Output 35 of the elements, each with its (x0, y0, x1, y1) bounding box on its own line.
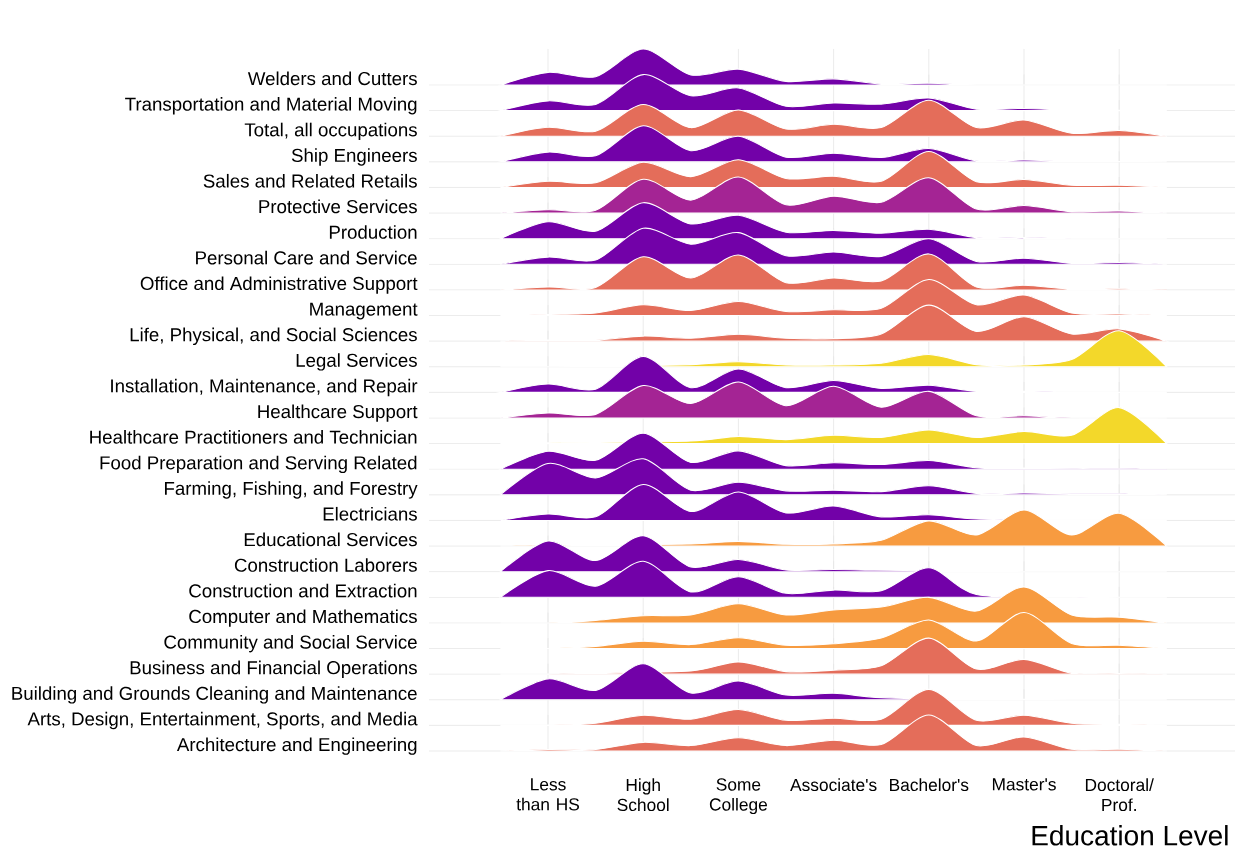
y-axis-title: Office and Administrative Support (140, 276, 418, 294)
y-axis-title: Welders and Cutters (247, 71, 417, 86)
x-tick-label: Doctoral/ Prof. (1085, 778, 1154, 812)
y-axis-title: Total, all occupations (244, 122, 417, 141)
y-axis-title: Personal Care and Service (196, 250, 417, 265)
y-axis-title: Management (310, 302, 418, 320)
y-axis-title: Protective Services (259, 199, 417, 214)
y-axis-title: Food Preparation and Serving Related (100, 455, 417, 474)
x-axis-title: Education Level (1032, 825, 1228, 846)
y-axis-title: Community and Social Service (164, 635, 417, 653)
y-axis-title: Construction and Extraction (189, 583, 417, 598)
y-axis-title: Healthcare Practitioners and Technician (90, 430, 417, 444)
y-axis-title: Building and Grounds Cleaning and Maintenance (12, 686, 417, 704)
y-axis-title: Business and Financial Operations (130, 660, 417, 679)
y-axis-title: Installation, Maintenance, and Repair (111, 378, 418, 397)
y-axis-title: Computer and Mathematics (189, 609, 417, 627)
y-axis-title: Architecture and Engineering (176, 737, 417, 755)
y-axis-title: Sales and Related Retails (203, 173, 417, 188)
x-tick-label: Less than HS (516, 778, 579, 811)
y-axis-title: Transportation and Material Moving (125, 97, 417, 115)
y-axis-title: Educational Services (244, 532, 417, 547)
x-tick-label: High School (617, 778, 669, 812)
y-axis-title: Arts, Design, Entertainment, Sports, and Media (27, 711, 418, 730)
y-axis-title: Production (329, 225, 417, 239)
y-axis-title: Ship Engineers (291, 148, 417, 166)
y-axis-title: Healthcare Support (258, 404, 418, 422)
x-tick-label: Associate's (790, 778, 877, 792)
x-tick-label: Bachelor's (890, 778, 969, 792)
y-axis-title: Farming, Fishing, and Forestry (164, 481, 418, 499)
y-axis-title: Construction Laborers (234, 558, 417, 572)
x-tick-label: Master's (992, 778, 1056, 791)
x-tick-label: Some College (709, 778, 767, 815)
y-axis-title: Life, Physical, and Social Sciences (130, 327, 417, 346)
y-axis-title: Legal Services (296, 353, 417, 371)
y-axis-title: Electricians (323, 506, 417, 521)
